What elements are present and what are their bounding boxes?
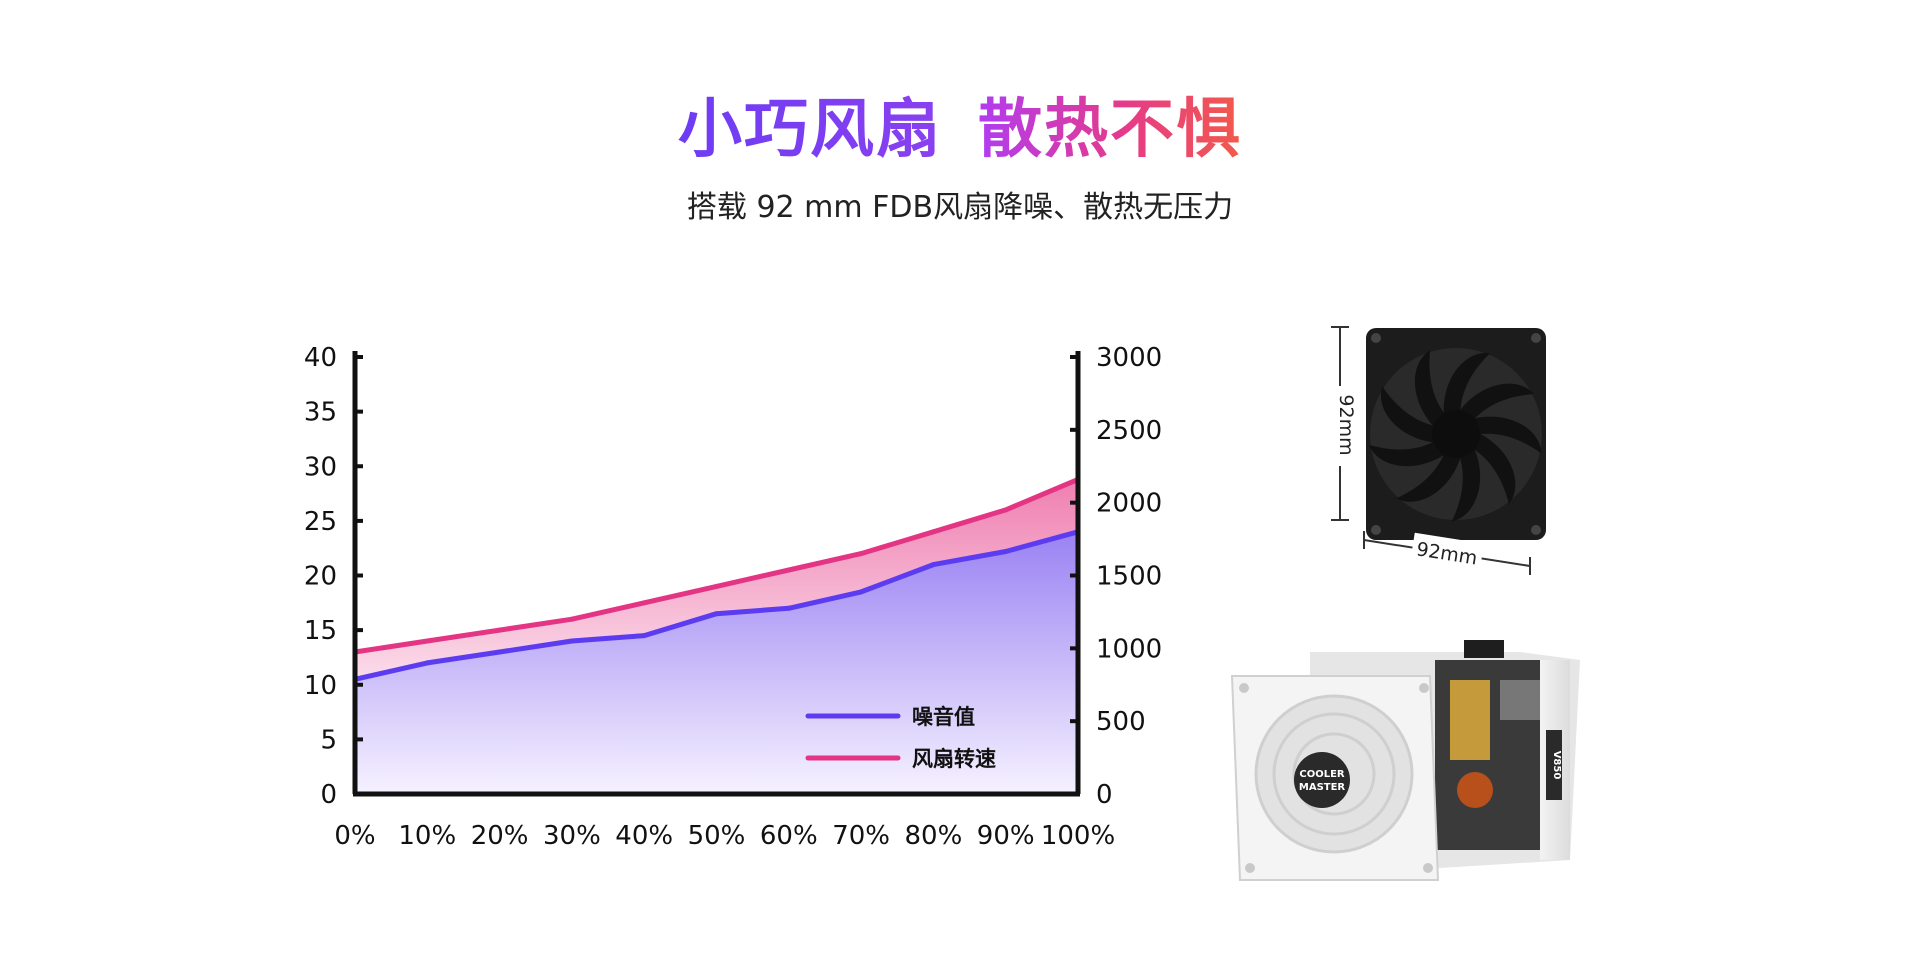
fan-height-dim-gap [1328,386,1352,466]
data-point-noise [858,589,864,595]
psu-brand-line2: MASTER [1299,782,1346,793]
y-right-tick-label: 2000 [1096,489,1162,519]
psu-screw [1245,863,1255,873]
psu-model-plate [1546,730,1562,800]
data-point-fan-speed [714,583,719,589]
psu-illustration: V850 COOLER MASTER [1230,640,1580,881]
psu-model-label: V850 [1551,751,1562,780]
data-point-noise [569,638,575,644]
psu-fan-grill-ring [1272,712,1396,836]
data-point-fan-speed [1003,507,1009,513]
data-point-noise [641,633,647,639]
data-point-fan-speed [786,567,792,573]
fan-width-dim-gap [1410,532,1484,570]
area-layer [355,479,1078,794]
fan-height-label: 92mm [1335,394,1357,455]
fan-screw-hole [1531,333,1541,343]
data-point-fan-speed [569,616,575,622]
data-point-fan-speed [424,638,430,644]
data-point-fan-speed [858,551,864,557]
y-right-tick-label: 1000 [1096,634,1162,664]
fan-screw-hole [1371,525,1381,535]
y-left-tick-label: 15 [304,616,337,646]
y-left-tick-label: 20 [304,562,337,592]
psu-component [1500,680,1540,720]
x-tick-label: 100% [1041,821,1115,851]
x-tick-label: 70% [832,821,890,851]
data-point-noise [1003,548,1009,554]
psu-screw [1423,863,1433,873]
data-point-fan-speed [641,600,647,606]
x-tick-label: 80% [905,821,963,851]
psu-switch [1464,640,1504,658]
x-tick-label: 0% [334,821,375,851]
y-right-tick-label: 3000 [1096,343,1162,373]
x-tick-label: 10% [398,821,456,851]
psu-fan-grill-ring [1292,732,1376,816]
fan-blades [1369,350,1542,522]
subtitle: 搭载 92 mm FDB风扇降噪、散热无压力 [686,190,1234,225]
psu-brand-badge [1294,752,1350,808]
y-right-tick-label: 2500 [1096,416,1162,446]
data-point-fan-speed [930,529,936,535]
data-point-fan-speed [497,627,503,633]
axis-layer: 0 5 10 15 20 25 30 35 40 0 500 1000 1500 2000 2500 3000… [304,343,1162,851]
data-point-noise [714,611,719,617]
x-tick-label: 90% [977,821,1035,851]
psu-component-coil [1457,772,1493,808]
y-right-tick-label: 1500 [1096,562,1162,592]
psu-screw [1419,683,1429,693]
data-point-noise [424,660,430,666]
y-left-tick-label: 10 [304,671,337,701]
psu-component-heatsink [1450,680,1490,760]
x-tick-label: 40% [615,821,673,851]
series-area-noise [355,531,1078,794]
data-point-noise [497,649,503,655]
fan-screw-hole [1531,525,1541,535]
y-left-tick-label: 25 [304,507,337,537]
legend-item-fan-speed-label: 风扇转速 [912,747,996,771]
legend-item-noise-label: 噪音值 [912,705,975,729]
y-right-tick-label: 0 [1096,780,1113,810]
headline: 小巧风扇 散热不惧 [0,90,1920,170]
x-tick-label: 30% [543,821,601,851]
y-left-tick-label: 0 [320,780,337,810]
data-point-noise [930,562,936,568]
line-layer [352,476,1081,682]
y-left-tick-label: 35 [304,398,337,428]
psu-screw [1239,683,1249,693]
headline-part1: 小巧风扇 [678,93,942,167]
x-tick-label: 20% [471,821,529,851]
data-point-noise [786,605,792,611]
fan-screw-hole [1371,333,1381,343]
series-area-fan-speed [355,479,1078,680]
y-left-tick-label: 30 [304,452,337,482]
fan-illustration: 92mm 92mm [1328,326,1546,575]
y-left-tick-label: 5 [320,725,337,755]
y-left-tick-label: 40 [304,343,337,373]
x-tick-label: 50% [688,821,746,851]
headline-part2: 散热不惧 [978,93,1242,167]
y-right-tick-label: 500 [1096,707,1146,737]
psu-brand-line1: COOLER [1299,769,1345,780]
x-tick-label: 60% [760,821,818,851]
